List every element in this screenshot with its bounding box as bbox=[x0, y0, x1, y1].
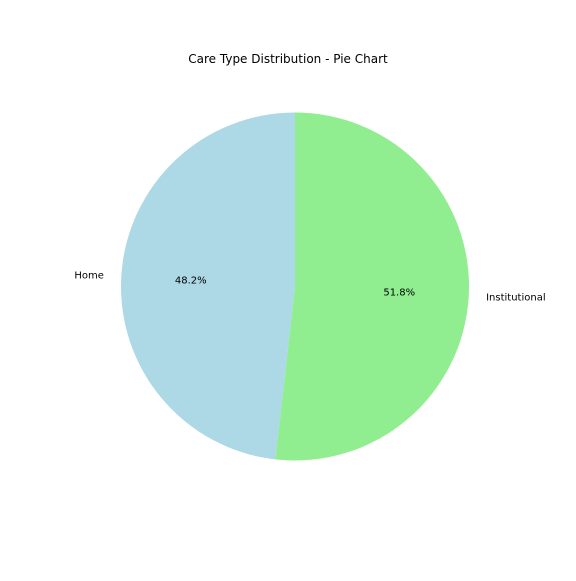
slice-percent-institutional: 51.8% bbox=[383, 287, 415, 298]
slice-label-institutional: Institutional bbox=[486, 292, 546, 303]
pie-slice-home bbox=[121, 112, 295, 460]
chart-title: Care Type Distribution - Pie Chart bbox=[188, 52, 388, 66]
slice-label-home: Home bbox=[74, 271, 104, 282]
slice-percent-home: 48.2% bbox=[175, 276, 207, 287]
pie-slice-institutional bbox=[275, 112, 470, 461]
